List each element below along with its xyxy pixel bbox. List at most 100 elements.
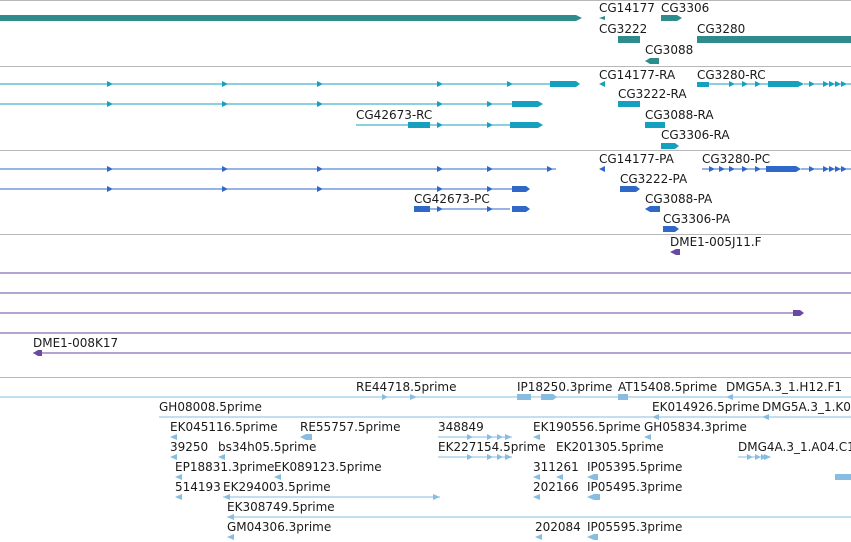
- est-label[interactable]: 514193: [175, 480, 221, 494]
- est-feature[interactable]: [517, 394, 557, 400]
- transcript-feature[interactable]: [645, 122, 665, 128]
- est-feature[interactable]: [170, 454, 177, 460]
- est-label[interactable]: EK201305.5prime: [556, 440, 664, 454]
- gene-feature[interactable]: [599, 16, 605, 20]
- est-label[interactable]: 39250: [170, 440, 208, 454]
- protein-feature[interactable]: [663, 226, 679, 232]
- est-label[interactable]: AT15408.5prime: [618, 380, 717, 394]
- transcript-label[interactable]: CG3306-RA: [661, 128, 730, 142]
- est-feature[interactable]: [535, 534, 542, 540]
- transcript-label[interactable]: CG14177-RA: [599, 68, 676, 82]
- protein-feature[interactable]: [645, 206, 660, 212]
- protein-label[interactable]: CG3306-PA: [663, 212, 731, 226]
- gene-feature[interactable]: [645, 58, 659, 64]
- est-feature[interactable]: [223, 494, 440, 500]
- clone-feature[interactable]: [0, 310, 804, 316]
- est-label[interactable]: DMG5A.3_1.H12.F1: [726, 380, 842, 394]
- est-label[interactable]: EK227154.5prime: [438, 440, 546, 454]
- clone-feature[interactable]: [670, 249, 680, 255]
- est-feature[interactable]: [175, 494, 182, 500]
- est-label[interactable]: EK308749.5prime: [227, 500, 335, 514]
- est-feature[interactable]: [218, 454, 225, 460]
- est-label[interactable]: EK045116.5prime: [170, 420, 278, 434]
- est-label[interactable]: RE55757.5prime: [300, 420, 401, 434]
- est-feature[interactable]: [556, 474, 563, 480]
- est-feature[interactable]: [175, 474, 182, 480]
- est-label[interactable]: IP18250.3prime: [517, 380, 612, 394]
- est-feature[interactable]: [738, 454, 771, 460]
- est-label[interactable]: GM04306.3prime: [227, 520, 331, 534]
- transcript-feature[interactable]: [661, 143, 679, 149]
- protein-feature[interactable]: [414, 206, 530, 212]
- est-label[interactable]: 311261: [533, 460, 579, 474]
- est-feature[interactable]: [274, 474, 281, 480]
- est-label[interactable]: IP05495.3prime: [587, 480, 682, 494]
- est-label[interactable]: EP18831.3prime: [175, 460, 274, 474]
- est-feature[interactable]: [356, 394, 417, 400]
- transcript-feature[interactable]: [356, 122, 543, 128]
- gene-label[interactable]: CG14177: [599, 1, 655, 15]
- protein-feature[interactable]: [599, 166, 605, 172]
- est-feature[interactable]: [762, 414, 769, 420]
- est-feature[interactable]: [170, 434, 177, 440]
- gene-label[interactable]: CG3306: [661, 1, 709, 15]
- transcript-feature[interactable]: [0, 101, 543, 107]
- est-feature[interactable]: [533, 494, 540, 500]
- gene-feature[interactable]: [618, 36, 640, 43]
- transcript-label[interactable]: CG3222-RA: [618, 87, 687, 101]
- est-label[interactable]: GH08008.5prime: [159, 400, 262, 414]
- est-label[interactable]: bs34h05.5prime: [218, 440, 316, 454]
- gene-label[interactable]: CG3222: [599, 22, 647, 36]
- est-label[interactable]: EK089123.5prime: [274, 460, 382, 474]
- protein-label[interactable]: CG14177-PA: [599, 152, 675, 166]
- est-label[interactable]: EK014926.5prime: [652, 400, 760, 414]
- est-feature[interactable]: [652, 414, 659, 420]
- clone-feature[interactable]: [33, 350, 851, 356]
- est-feature[interactable]: [835, 474, 851, 480]
- protein-label[interactable]: CG3222-PA: [620, 172, 688, 186]
- est-label[interactable]: 348849: [438, 420, 484, 434]
- gene-feature[interactable]: [661, 15, 682, 21]
- transcript-label[interactable]: CG3280-RC: [697, 68, 766, 82]
- est-feature[interactable]: [438, 434, 512, 440]
- transcript-feature[interactable]: [618, 101, 640, 107]
- est-feature[interactable]: [726, 394, 733, 400]
- est-feature[interactable]: [300, 434, 312, 440]
- est-feature[interactable]: [227, 514, 851, 520]
- est-feature[interactable]: [587, 494, 600, 500]
- protein-label[interactable]: CG3088-PA: [645, 192, 713, 206]
- est-feature[interactable]: [227, 534, 234, 540]
- protein-feature[interactable]: [0, 186, 530, 192]
- est-feature[interactable]: [644, 434, 651, 440]
- est-label[interactable]: IP05595.3prime: [587, 520, 682, 534]
- est-label[interactable]: RE44718.5prime: [356, 380, 457, 394]
- est-label[interactable]: 202084: [535, 520, 581, 534]
- clone-label[interactable]: DME1-005J11.F: [670, 235, 762, 249]
- est-label[interactable]: 202166: [533, 480, 579, 494]
- est-label[interactable]: EK294003.5prime: [223, 480, 331, 494]
- est-feature[interactable]: [587, 474, 598, 480]
- protein-feature[interactable]: [620, 186, 640, 192]
- gene-feature[interactable]: [0, 15, 582, 21]
- protein-feature[interactable]: [702, 166, 851, 172]
- gene-label[interactable]: CG3088: [645, 43, 693, 57]
- protein-label[interactable]: CG3280-PC: [702, 152, 770, 166]
- est-feature[interactable]: [587, 534, 598, 540]
- transcript-feature[interactable]: [0, 81, 580, 87]
- est-feature[interactable]: [533, 474, 540, 480]
- transcript-feature[interactable]: [599, 81, 605, 87]
- protein-label[interactable]: CG42673-PC: [414, 192, 490, 206]
- gene-feature[interactable]: [697, 36, 851, 43]
- est-label[interactable]: DMG5A.3_1.K0: [762, 400, 851, 414]
- est-label[interactable]: GH05834.3prime: [644, 420, 747, 434]
- est-label[interactable]: DMG4A.3_1.A04.C1: [738, 440, 851, 454]
- transcript-label[interactable]: CG42673-RC: [356, 108, 432, 122]
- gene-label[interactable]: CG3280: [697, 22, 745, 36]
- transcript-label[interactable]: CG3088-RA: [645, 108, 714, 122]
- est-feature[interactable]: [438, 454, 512, 460]
- est-label[interactable]: EK190556.5prime: [533, 420, 641, 434]
- transcript-feature[interactable]: [697, 81, 851, 87]
- est-feature[interactable]: [533, 434, 540, 440]
- est-feature[interactable]: [618, 394, 628, 400]
- clone-label[interactable]: DME1-008K17: [33, 336, 118, 350]
